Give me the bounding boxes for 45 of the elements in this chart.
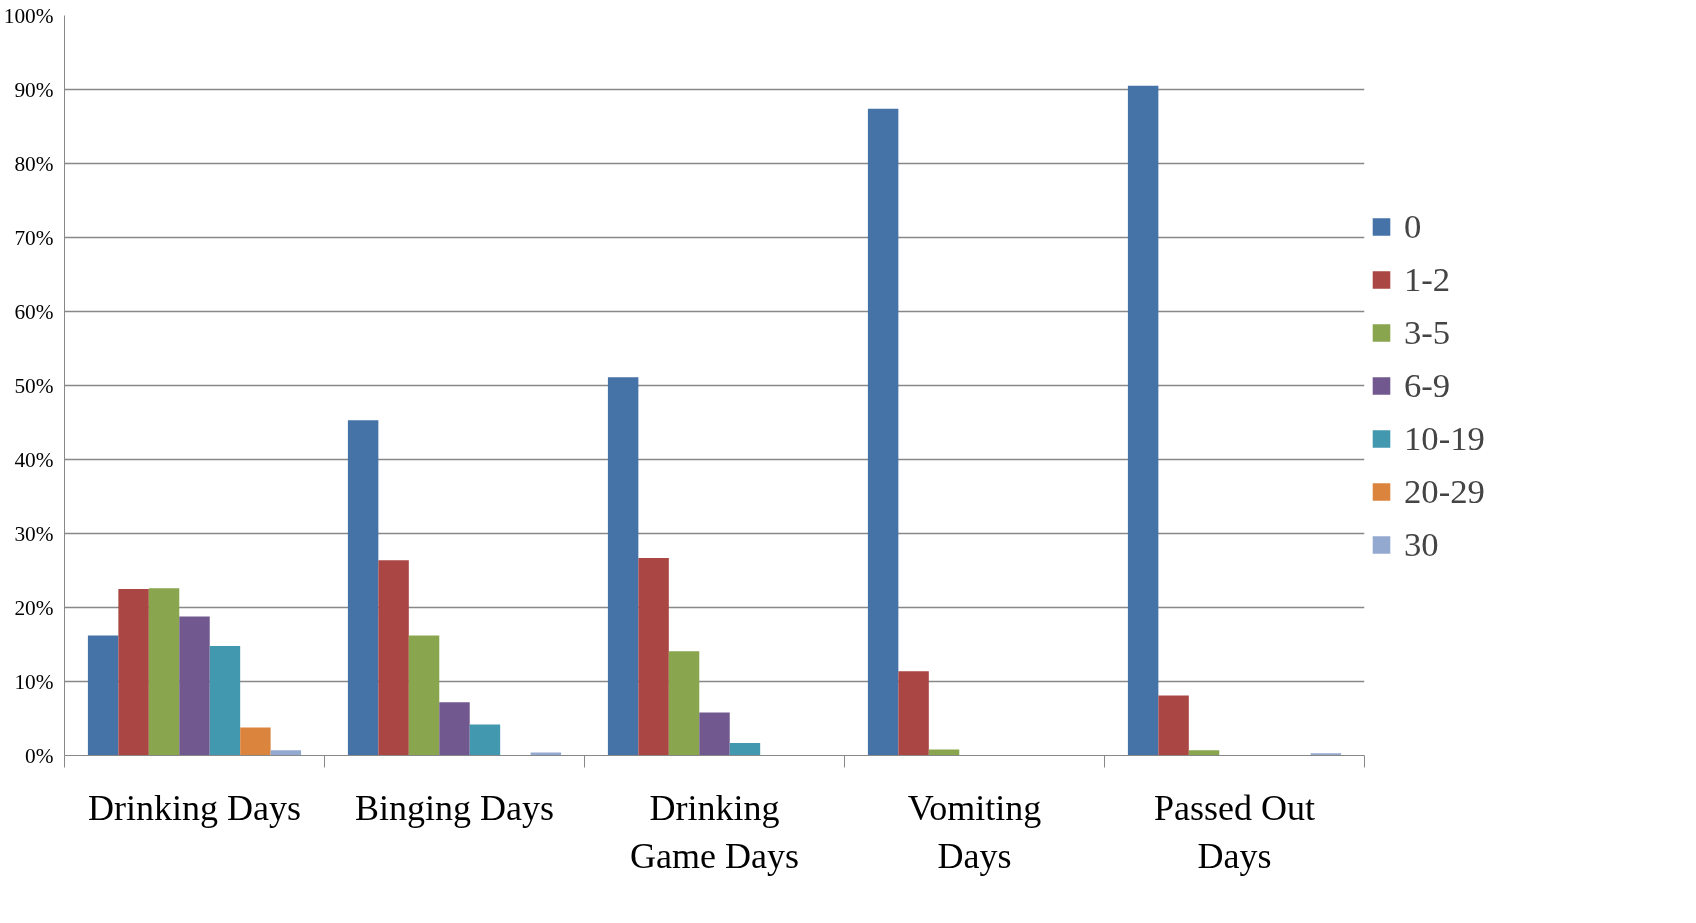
x-tick-label: Passed Out Days [1154, 787, 1315, 876]
legend-label: 0 [1404, 206, 1423, 246]
y-tick-label: 30% [14, 521, 54, 546]
bar [439, 702, 470, 756]
y-tick-label: 40% [14, 447, 54, 472]
bar [209, 645, 241, 756]
y-tick-label: 100% [3, 3, 54, 28]
bar [1127, 85, 1159, 756]
bar [729, 742, 761, 756]
bar [378, 560, 409, 756]
bar [867, 108, 899, 756]
legend-label: 10-19 [1404, 418, 1485, 458]
y-tick-label: 60% [14, 299, 54, 324]
y-tick-label: 20% [14, 595, 54, 620]
x-tick-label: Binging Days [355, 787, 555, 828]
legend-label: 6-9 [1404, 365, 1451, 405]
bar [638, 557, 669, 756]
bar [408, 635, 440, 756]
legend-label: 1-2 [1404, 259, 1451, 299]
bar [1158, 695, 1189, 756]
bar [87, 635, 119, 756]
bar [898, 671, 929, 756]
bar [1188, 750, 1220, 756]
y-tick-label: 80% [14, 151, 54, 176]
legend-label: 20-29 [1404, 471, 1485, 511]
y-tick-label: 70% [14, 225, 54, 250]
bar [179, 616, 210, 756]
legend-label: 3-5 [1404, 312, 1451, 352]
y-tick-label: 50% [14, 373, 54, 398]
y-tick-label: 10% [14, 669, 54, 694]
y-tick-label: 90% [14, 77, 54, 102]
bar [668, 651, 700, 756]
bar [347, 420, 379, 756]
x-tick-label: Drinking Game Days [630, 787, 799, 876]
bar [118, 589, 149, 756]
x-tick-label: Vomiting Days [907, 787, 1042, 876]
legend-label: 30 [1404, 524, 1439, 564]
bar [607, 377, 639, 756]
bar [240, 727, 271, 756]
x-tick-label: Drinking Days [88, 787, 301, 828]
bar [270, 750, 302, 756]
bar [148, 588, 180, 756]
bar [469, 724, 501, 756]
bar [699, 712, 730, 756]
y-tick-label: 0% [25, 743, 54, 768]
